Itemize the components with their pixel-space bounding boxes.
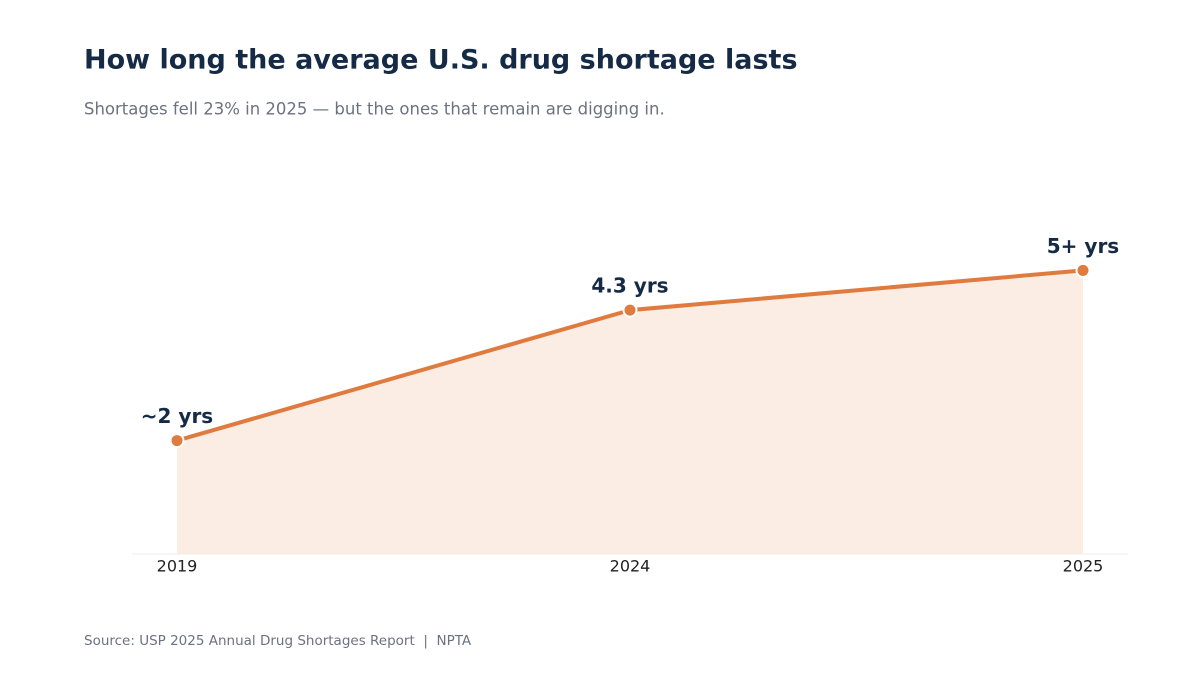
point: [622, 302, 638, 318]
x-tick-label: 2024: [610, 557, 651, 576]
point: [169, 433, 185, 449]
chart-subtitle: Shortages fell 23% in 2025 — but the one…: [84, 100, 665, 119]
data-label: 4.3 yrs: [591, 274, 668, 298]
x-tick-label: 2025: [1063, 557, 1104, 576]
data-label: ~2 yrs: [141, 404, 213, 428]
source-note: Source: USP 2025 Annual Drug Shortages R…: [84, 633, 472, 649]
chart-title: How long the average U.S. drug shortage …: [84, 45, 798, 76]
x-tick-label: 2019: [157, 557, 198, 576]
data-label: 5+ yrs: [1047, 234, 1119, 258]
area-fill: [177, 270, 1083, 554]
point: [1075, 262, 1091, 278]
